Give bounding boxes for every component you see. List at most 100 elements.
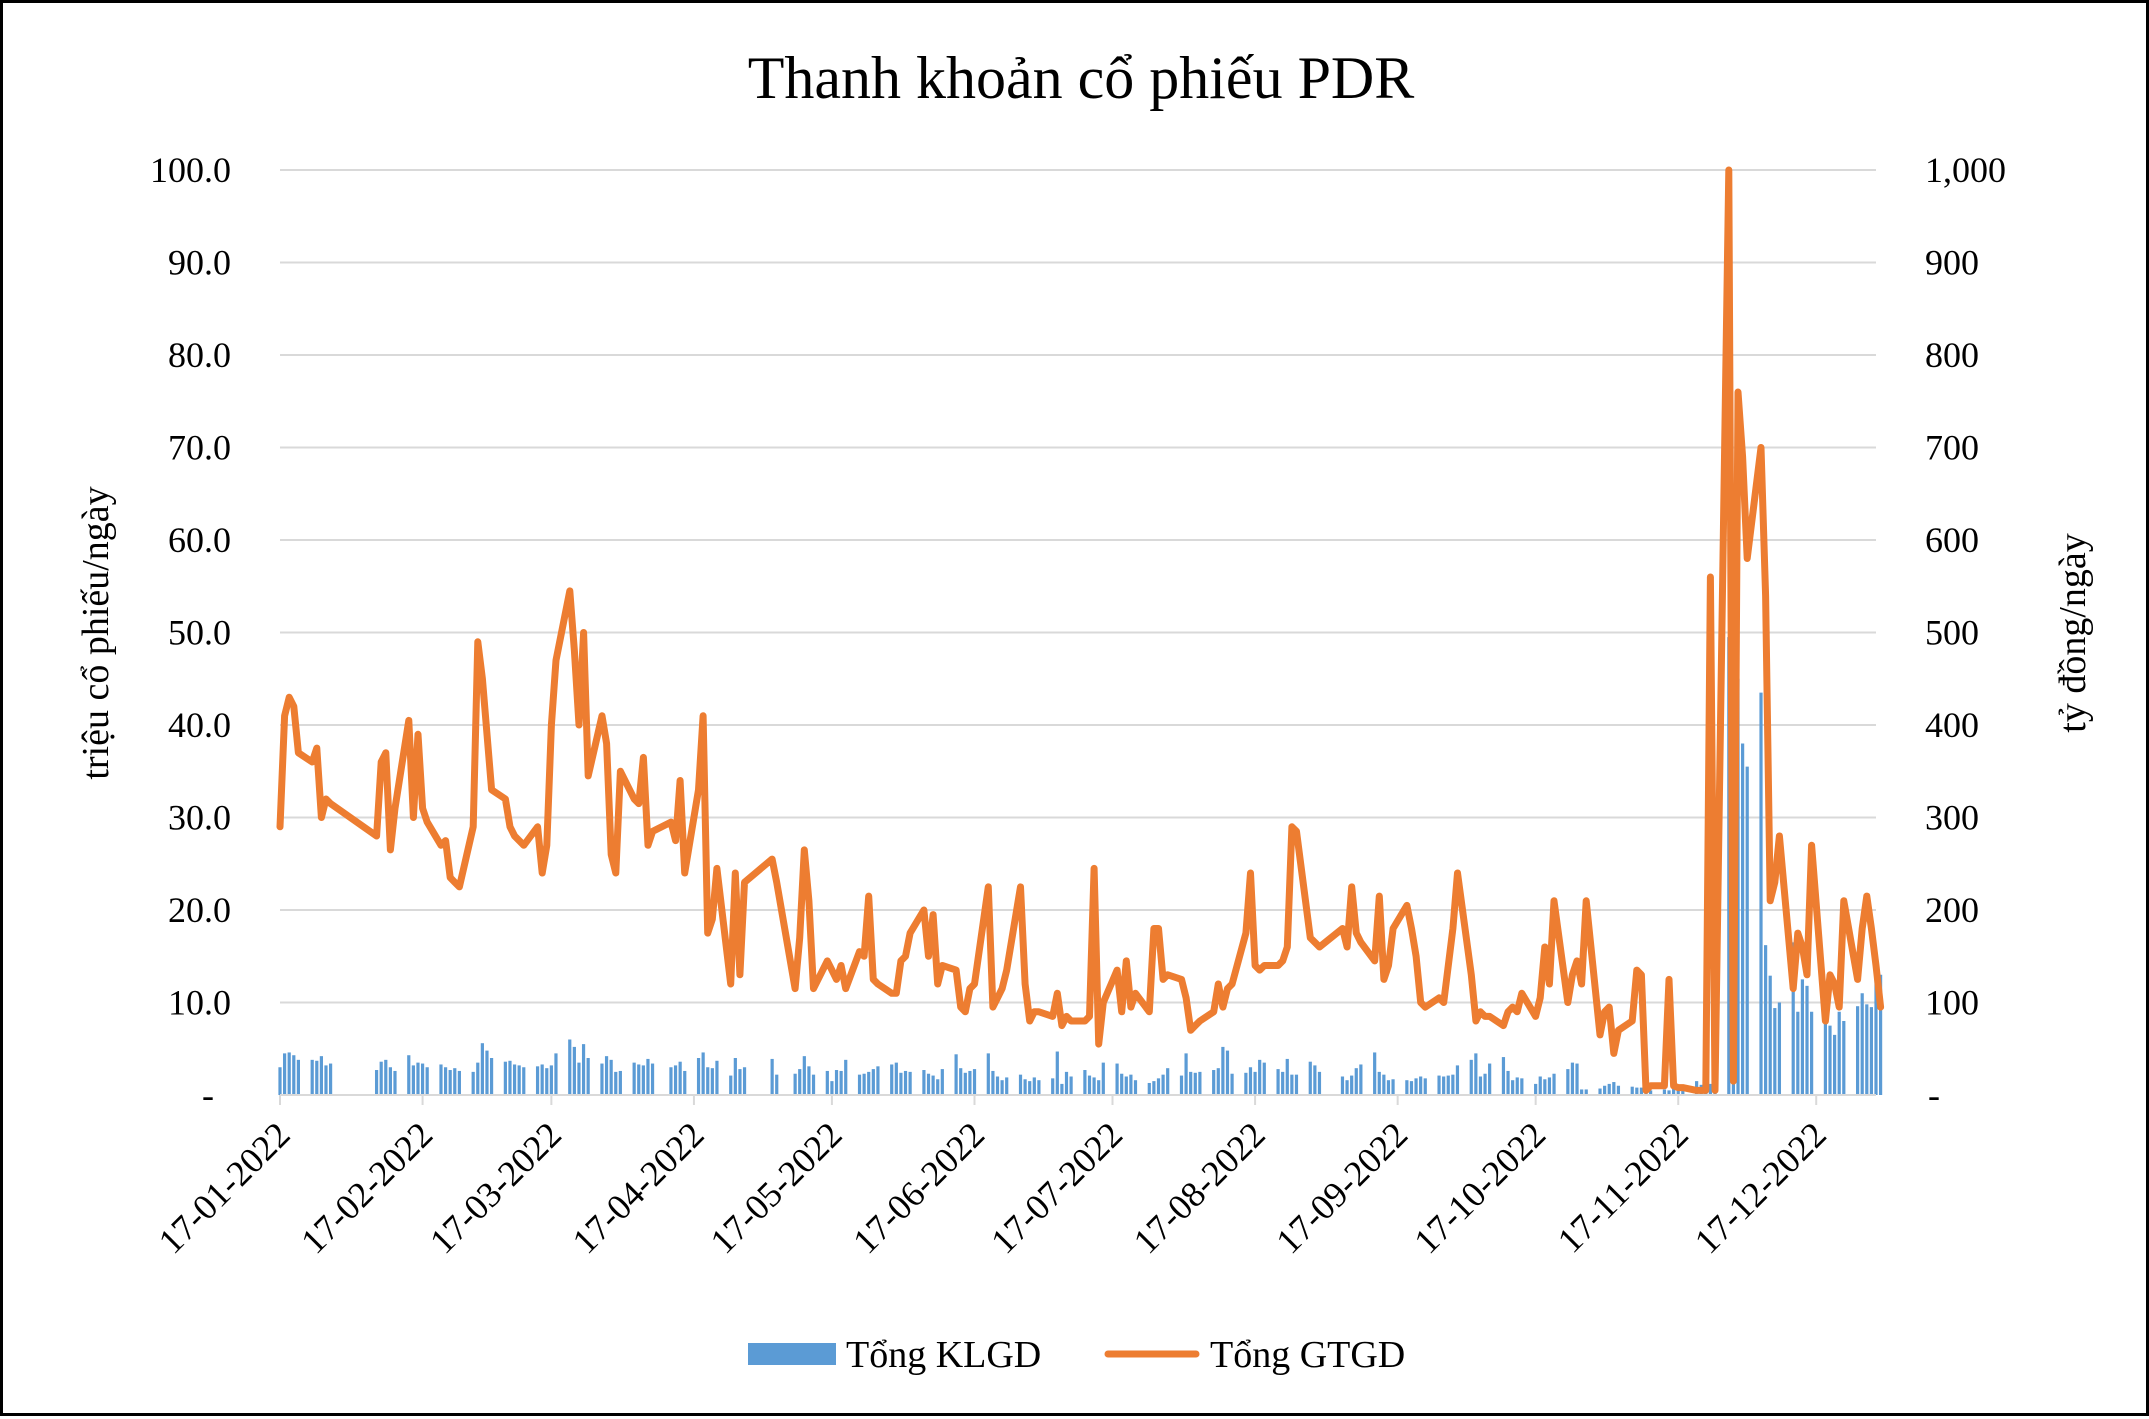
volume-bar (393, 1070, 397, 1095)
volume-bar (453, 1068, 457, 1095)
volume-bar (1023, 1079, 1027, 1095)
volume-bar (1377, 1071, 1381, 1095)
volume-bar (1409, 1081, 1414, 1095)
volume-bar (1350, 1075, 1354, 1095)
volume-bar (407, 1055, 411, 1095)
volume-bar (1244, 1072, 1248, 1095)
volume-bar (416, 1062, 420, 1095)
left-tick-label: 60.0 (168, 520, 231, 560)
volume-bar (903, 1070, 908, 1095)
volume-bar (1580, 1089, 1584, 1095)
volume-bar (807, 1066, 811, 1095)
volume-bar (1069, 1076, 1073, 1095)
volume-bar (489, 1058, 494, 1095)
volume-bar (1060, 1083, 1064, 1095)
volume-bar (1290, 1074, 1294, 1095)
volume-bar (1147, 1082, 1151, 1095)
volume-bar (1340, 1076, 1345, 1095)
volume-bar (1478, 1076, 1483, 1095)
volume-bar (1281, 1071, 1285, 1095)
volume-bar (319, 1056, 323, 1095)
volume-bar (1442, 1076, 1446, 1095)
volume-bar (972, 1069, 977, 1095)
left-tick-label: 10.0 (168, 983, 231, 1023)
volume-bar (1193, 1072, 1197, 1095)
volume-bar (834, 1070, 839, 1095)
volume-bar (1276, 1069, 1280, 1095)
volume-bar (1534, 1083, 1538, 1095)
volume-bar (839, 1070, 843, 1095)
volume-bar (1285, 1058, 1289, 1095)
volume-bar (1584, 1089, 1588, 1095)
volume-bar (296, 1059, 300, 1095)
volume-bar (1662, 1089, 1667, 1095)
right-tick-label: 800 (1925, 335, 1979, 375)
volume-bar (1446, 1075, 1450, 1095)
left-axis-title: triệu cổ phiếu/ngày (75, 486, 117, 779)
right-axis-title: tỷ đồng/ngày (2052, 533, 2094, 732)
volume-bar (701, 1052, 705, 1095)
volume-bar (890, 1064, 894, 1095)
volume-bar (568, 1039, 572, 1095)
volume-bar (1874, 956, 1878, 1095)
volume-bar (871, 1069, 875, 1095)
volume-bar (1055, 1051, 1059, 1095)
volume-bar (1386, 1080, 1391, 1095)
volume-bar (793, 1073, 797, 1095)
volume-bar (1161, 1074, 1165, 1095)
volume-bar (1515, 1077, 1519, 1095)
volume-bar (1520, 1078, 1524, 1095)
volume-bar (425, 1067, 429, 1095)
volume-bar (1676, 1089, 1680, 1095)
volume-bar (517, 1065, 521, 1095)
volume-bar (963, 1072, 967, 1095)
volume-bar (1768, 975, 1772, 1095)
volume-bar (991, 1070, 995, 1095)
volume-bar (1828, 1025, 1832, 1095)
volume-bar (1216, 1068, 1220, 1095)
x-tick-label: 17-08-2022 (1126, 1114, 1273, 1261)
volume-bar (673, 1065, 678, 1095)
right-tick-label: 900 (1925, 243, 1979, 283)
x-tick-label: 17-07-2022 (983, 1114, 1130, 1261)
volume-bar (1156, 1078, 1161, 1095)
volume-bar (508, 1060, 512, 1095)
volume-bar (894, 1062, 898, 1095)
volume-bar (1635, 1087, 1639, 1095)
legend: Tổng KLGD Tổng GTGD (748, 1334, 1405, 1376)
x-tick-label: 17-12-2022 (1687, 1114, 1834, 1261)
volume-bar (443, 1067, 448, 1095)
volume-bar (986, 1053, 990, 1095)
x-tick-label: 17-02-2022 (293, 1114, 440, 1261)
left-tick-label: 100.0 (150, 150, 231, 190)
volume-bar (899, 1072, 903, 1095)
volume-bar (825, 1070, 829, 1095)
volume-bar (1115, 1063, 1119, 1095)
volume-bar (1294, 1074, 1299, 1095)
volume-bar (1018, 1074, 1023, 1095)
volume-bar (581, 1044, 586, 1095)
volume-bar (1547, 1077, 1552, 1095)
volume-bar (1051, 1078, 1055, 1095)
volume-bar (586, 1058, 590, 1095)
volume-bar (908, 1071, 912, 1095)
volume-bar (411, 1065, 415, 1095)
volume-bar (1865, 1004, 1869, 1095)
volume-bar (646, 1058, 650, 1095)
left-tick-label: 70.0 (168, 428, 231, 468)
volume-bar (1129, 1074, 1133, 1095)
volume-bar (1543, 1079, 1547, 1095)
volume-bar (1745, 766, 1749, 1095)
volume-bar (1667, 1090, 1671, 1095)
x-tick-label: 17-01-2022 (151, 1114, 298, 1261)
volume-bar (1570, 1062, 1575, 1095)
volume-bar (770, 1058, 774, 1095)
right-tick-label: 1,000 (1925, 150, 2006, 190)
right-tick-label: - (1928, 1075, 1940, 1115)
volume-bar (1382, 1074, 1386, 1095)
volume-bar (710, 1068, 714, 1095)
volume-bar (535, 1066, 540, 1095)
x-tick-label: 17-05-2022 (703, 1114, 850, 1261)
volume-bar (1317, 1071, 1322, 1095)
